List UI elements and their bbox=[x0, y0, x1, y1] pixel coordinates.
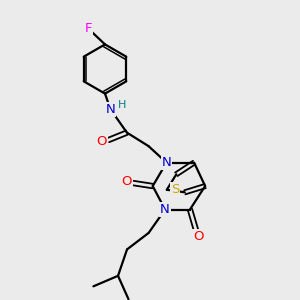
Text: S: S bbox=[171, 183, 179, 196]
Text: H: H bbox=[118, 100, 126, 110]
Text: O: O bbox=[193, 230, 204, 243]
Text: F: F bbox=[85, 22, 92, 35]
Text: O: O bbox=[97, 135, 107, 148]
Text: N: N bbox=[162, 156, 171, 169]
Text: N: N bbox=[160, 203, 170, 216]
Text: O: O bbox=[121, 175, 132, 188]
Text: N: N bbox=[106, 103, 115, 116]
